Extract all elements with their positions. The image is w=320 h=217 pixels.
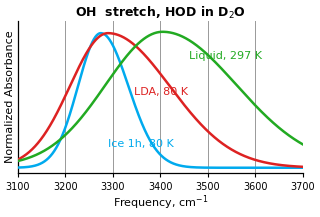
X-axis label: Frequency, cm$^{-1}$: Frequency, cm$^{-1}$	[113, 194, 208, 212]
Title: OH  stretch, HOD in D$_2$O: OH stretch, HOD in D$_2$O	[75, 5, 246, 21]
Text: LDA, 80 K: LDA, 80 K	[134, 87, 188, 97]
Text: Liquid, 297 K: Liquid, 297 K	[189, 51, 262, 61]
Text: Ice 1h, 80 K: Ice 1h, 80 K	[108, 138, 174, 148]
Y-axis label: Normalized Absorbance: Normalized Absorbance	[5, 31, 15, 163]
